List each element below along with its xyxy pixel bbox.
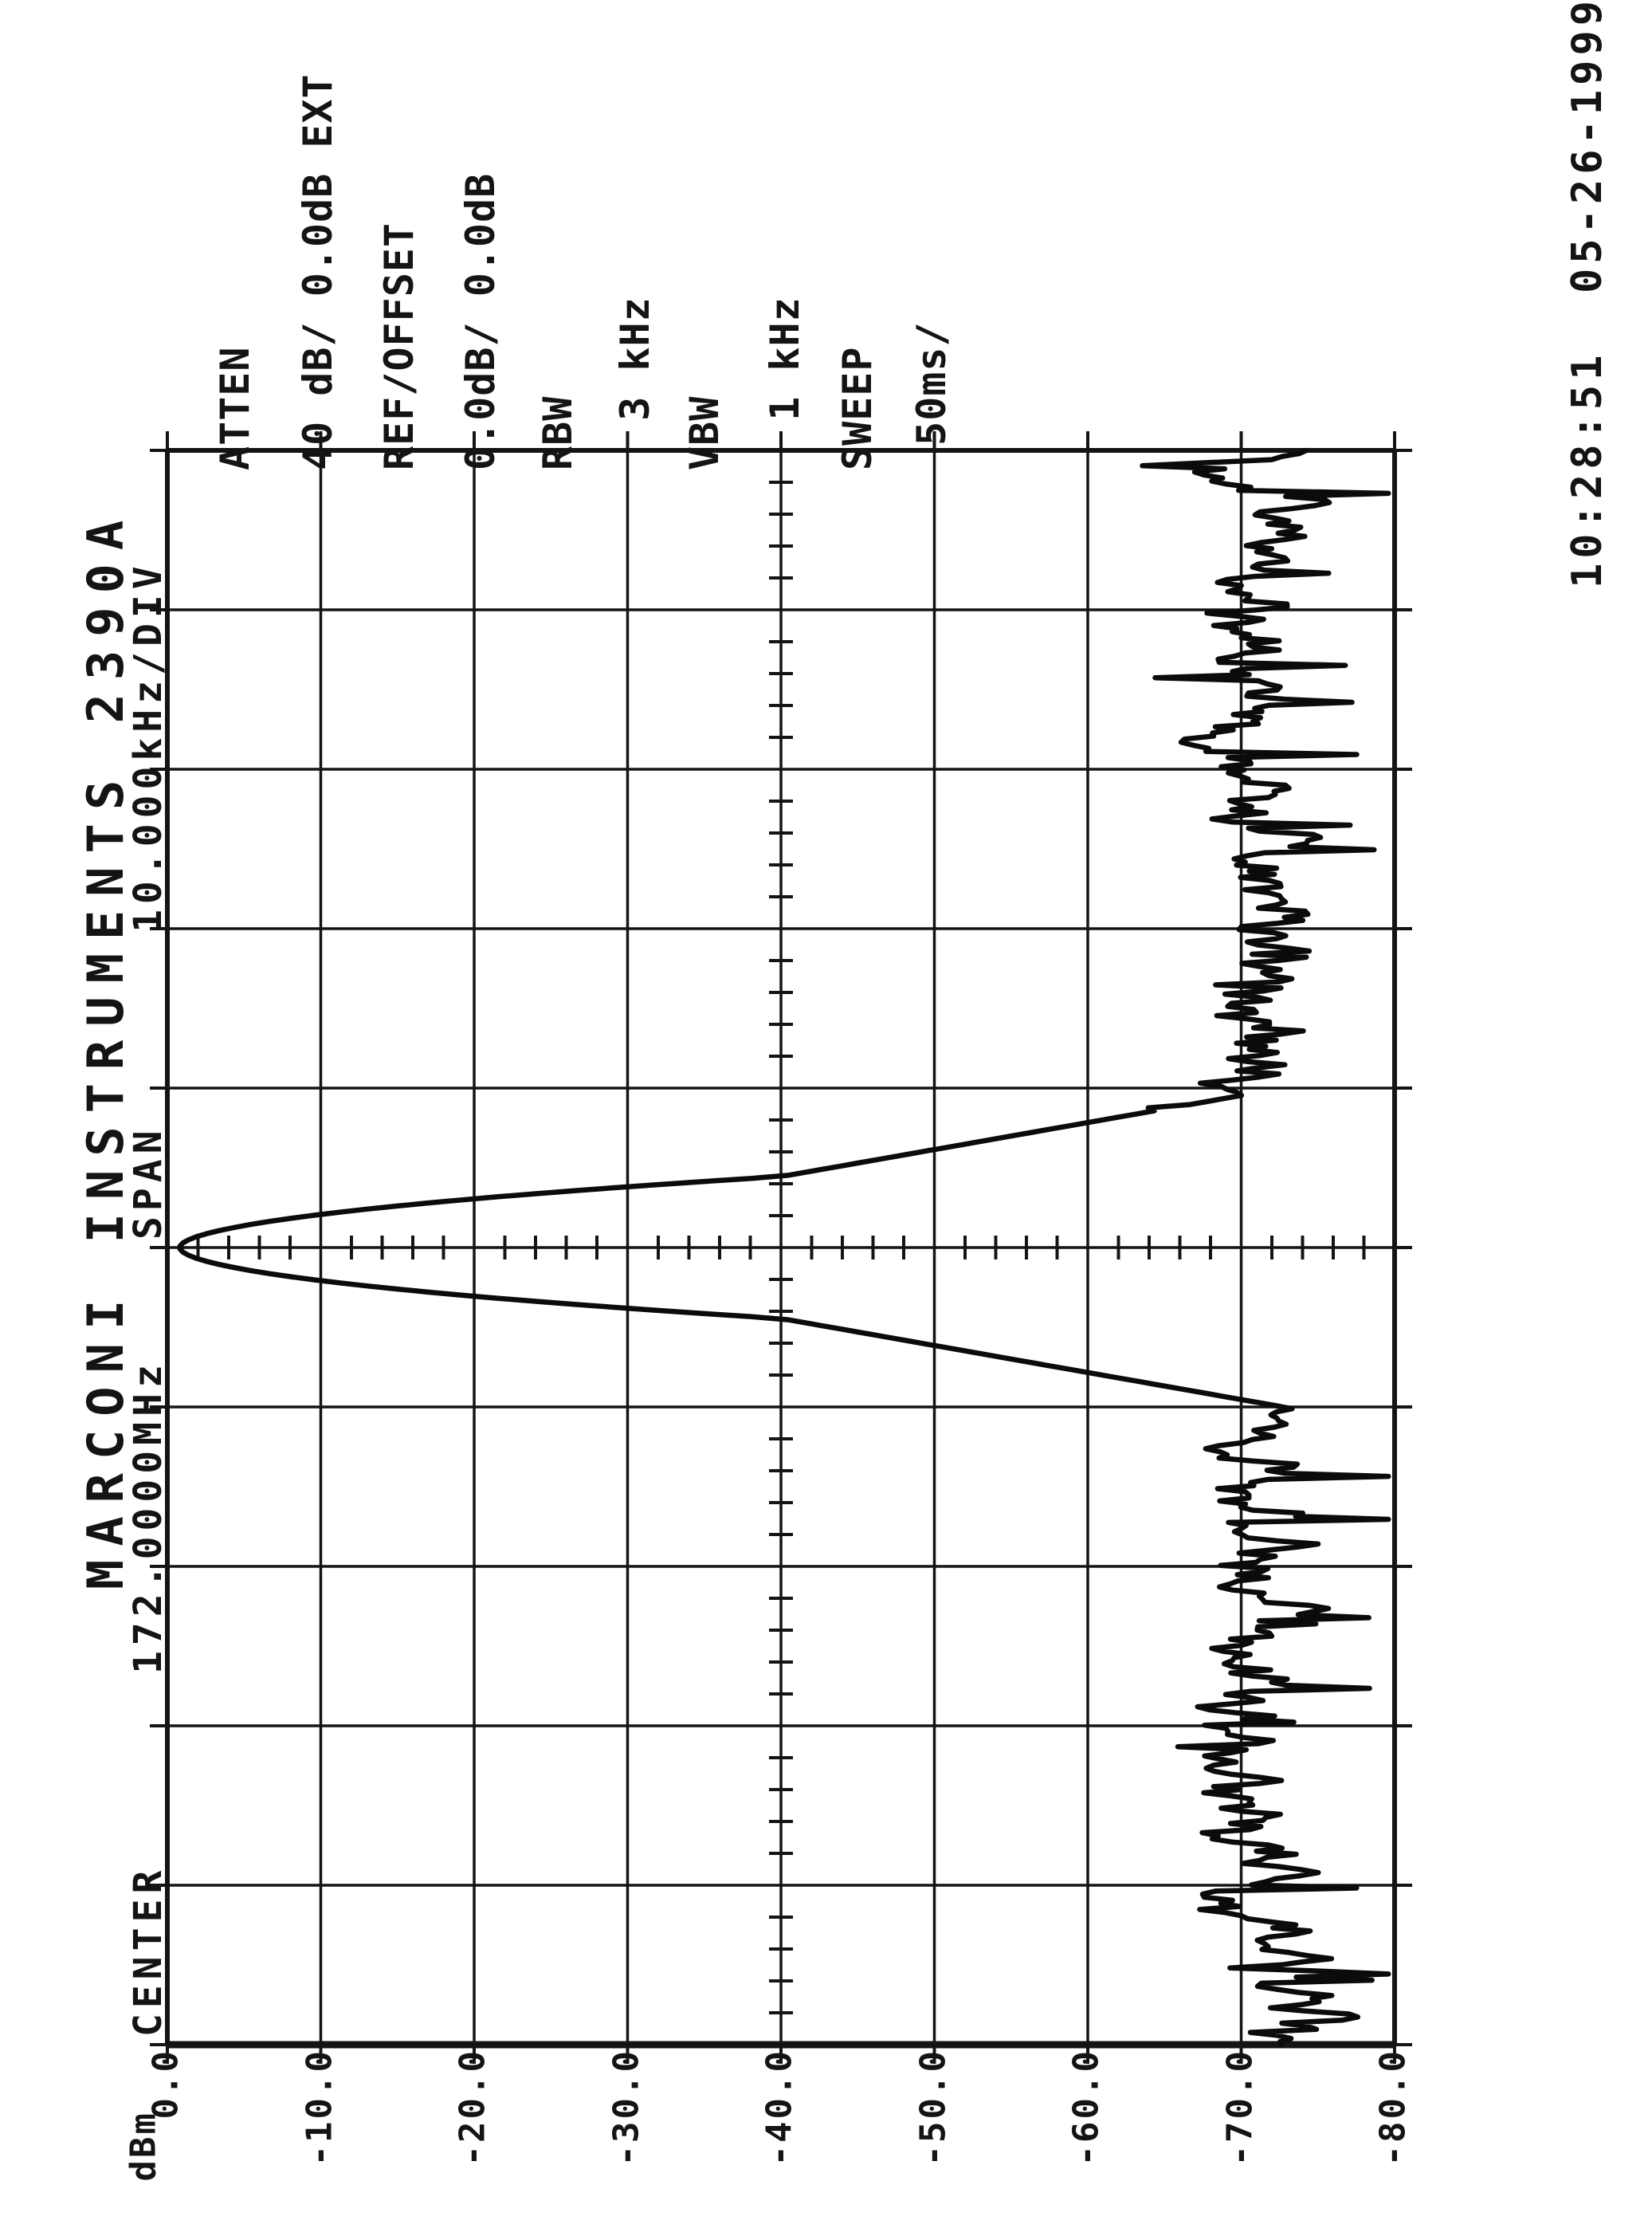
spectrum-trace: [177, 447, 1391, 2048]
amplitude-tick-label: -50.0: [912, 2049, 953, 2167]
amplitude-tick-label: -30.0: [605, 2049, 646, 2167]
settings-line: 0.0dB/ 0.0dB: [457, 172, 504, 470]
amplitude-tick-label: -10.0: [298, 2049, 339, 2167]
amplitude-tick-label: -20.0: [452, 2049, 493, 2167]
settings-line: VBW: [681, 395, 728, 470]
settings-line: SWEEP: [834, 346, 881, 470]
settings-line: REF/OFFSET: [375, 222, 422, 470]
settings-line: ATTEN: [211, 346, 258, 470]
amplitude-tick-label: -60.0: [1065, 2049, 1107, 2167]
settings-line: RBW: [534, 395, 581, 470]
amplitude-tick-label: -80.0: [1372, 2049, 1414, 2167]
settings-line: 40 dB/ 0.0dB EXT: [294, 73, 341, 470]
timestamp-date: 05-26-1999: [1564, 0, 1611, 293]
timestamp-time: 10:28:51: [1564, 350, 1611, 588]
settings-line: 50ms/: [908, 321, 955, 470]
graticule-plot: [150, 431, 1412, 2064]
amplitude-tick-label: -70.0: [1218, 2049, 1260, 2167]
settings-line: 3 kHz: [611, 297, 658, 470]
amplitude-unit-label: dBm: [123, 2111, 164, 2182]
amplitude-tick-label: -40.0: [759, 2049, 800, 2167]
settings-line: 1 kHz: [761, 297, 808, 470]
